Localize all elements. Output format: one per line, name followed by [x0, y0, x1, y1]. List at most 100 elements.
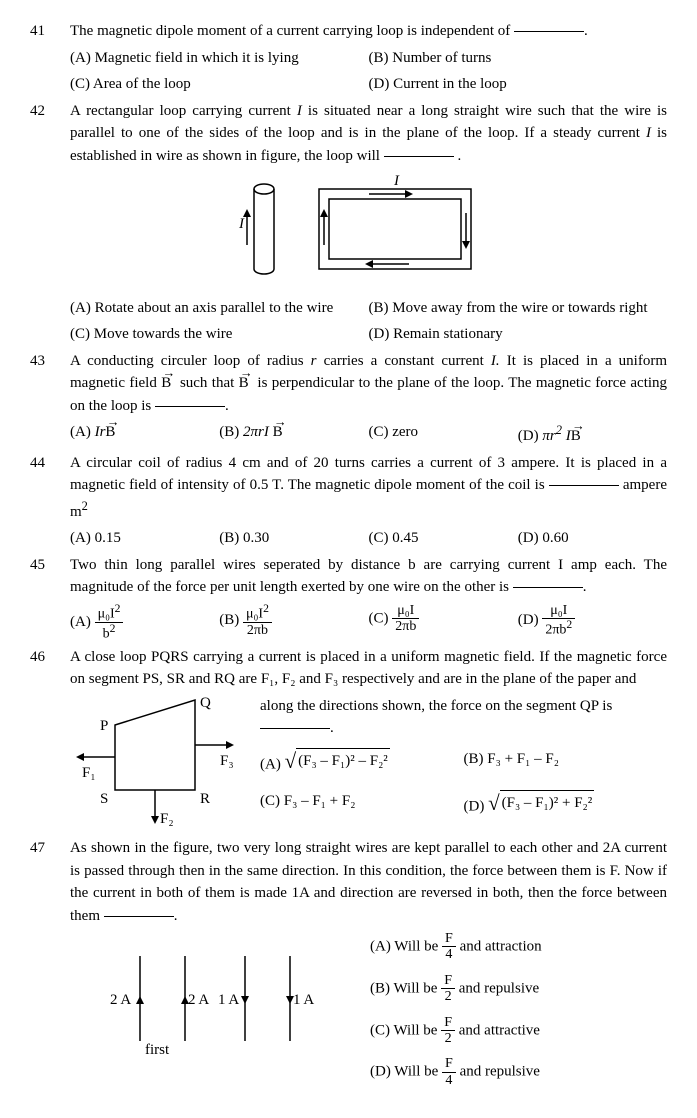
q47-optC: (C) Will be F2 and attractive [370, 1015, 667, 1047]
q44-options: (A) 0.15 (B) 0.30 (C) 0.45 (D) 0.60 [70, 527, 667, 554]
t: and attractive [455, 1022, 540, 1038]
svg-text:1 A: 1 A [293, 992, 314, 1008]
q42-optD: (D) Remain stationary [369, 323, 668, 346]
t: 2πrI [243, 424, 269, 440]
q41-optD: (D) Current in the loop [369, 73, 668, 96]
q47-optB: (B) Will be F2 and repulsive [370, 973, 667, 1005]
q41-optB: (B) Number of turns [369, 47, 668, 70]
l: (C) [260, 793, 284, 809]
q46-right: along the directions shown, the force on… [260, 695, 667, 838]
q43-t2: carries a constant current [317, 353, 491, 369]
l: (B) [219, 612, 243, 628]
svg-text:F₁: F₁ [82, 765, 96, 781]
q43-optD: (D) πr2 IB [518, 421, 667, 448]
d: 2πb [545, 623, 566, 638]
svg-text:first: first [145, 1042, 170, 1058]
q45-num: 45 [30, 554, 70, 599]
n: μ₀I [98, 606, 115, 621]
svg-text:2 A: 2 A [110, 992, 131, 1008]
q46-t2: along the directions shown, the force on… [260, 698, 612, 714]
svg-text:F₃: F₃ [220, 753, 234, 769]
l: (B) Will be [370, 980, 441, 996]
svg-text:I: I [238, 216, 245, 232]
q42-optC: (C) Move towards the wire [70, 323, 369, 346]
q47-svg: 2 A 2 A first 1 A 1 A [70, 931, 350, 1061]
ns: 2 [263, 602, 269, 615]
q47-optA: (A) Will be F4 and attraction [370, 931, 667, 963]
q43-t1: A conducting circuler loop of radius [70, 353, 311, 369]
n: F [442, 931, 456, 947]
blank [514, 31, 584, 32]
q44-sup: 2 [82, 499, 88, 513]
q43: 43 A conducting circuler loop of radius … [30, 350, 667, 418]
q46-figure: P Q R S F₁ F₂ F₃ [70, 695, 260, 838]
q44-optC: (C) 0.45 [369, 527, 518, 550]
q43-t4: such that [176, 375, 239, 391]
l: (C) [369, 610, 393, 626]
n: F [441, 1015, 455, 1031]
q42: 42 A rectangular loop carrying current I… [30, 100, 667, 168]
q43-optA: (A) IrB [70, 421, 219, 448]
q43-text: A conducting circuler loop of radius r c… [70, 350, 667, 418]
l: (C) Will be [370, 1022, 441, 1038]
q46-num: 46 [30, 646, 70, 691]
q44-optD: (D) 0.60 [518, 527, 667, 550]
t: and repulsive [455, 980, 539, 996]
q47-options: (A) Will be F4 and attraction (B) Will b… [370, 931, 667, 1098]
n: F [441, 973, 455, 989]
q47-optD: (D) Will be F4 and repulsive [370, 1056, 667, 1088]
q41-options: (A) Magnetic field in which it is lying … [70, 47, 667, 100]
q46-optD: (D) √(F₃ – F₁)² + F₂² [464, 790, 668, 818]
n: μ₀I [392, 603, 419, 619]
blank [513, 587, 583, 588]
t: F₃ + F₁ – F₂ [487, 751, 559, 767]
q47: 47 As shown in the figure, two very long… [30, 837, 667, 927]
blank [549, 485, 619, 486]
svg-text:F₂: F₂ [160, 811, 174, 827]
q46-optA: (A) √(F₃ – F₁)² – F₂² [260, 748, 464, 776]
l: (A) Will be [370, 938, 442, 954]
q41-num: 41 [30, 20, 70, 43]
blank [384, 156, 454, 157]
q45-options: (A) μ₀I2b2 (B) μ₀I22πb (C) μ₀I2πb (D) μ₀… [70, 603, 667, 646]
n: μ₀I [542, 603, 575, 619]
q45: 45 Two thin long parallel wires seperate… [30, 554, 667, 599]
q43-I: I. [491, 353, 500, 369]
q45-t1: Two thin long parallel wires seperated b… [70, 557, 667, 596]
blank [104, 916, 174, 917]
q44-num: 44 [30, 452, 70, 524]
ns: 2 [115, 602, 121, 615]
svg-text:2 A: 2 A [188, 992, 209, 1008]
lB: (B) [219, 424, 243, 440]
q46-optB: (B) F₃ + F₁ – F₂ [464, 748, 668, 776]
n: F [442, 1056, 456, 1072]
q43-options: (A) IrB (B) 2πrI B (C) zero (D) πr2 IB [70, 421, 667, 452]
q42-figure: I I [30, 173, 667, 291]
t2: I [562, 428, 571, 444]
l: (D) [464, 798, 489, 814]
d: 4 [442, 1073, 456, 1088]
svg-text:S: S [100, 791, 108, 807]
q46-layout: P Q R S F₁ F₂ F₃ along the directions sh… [70, 695, 667, 838]
l: (D) Will be [370, 1064, 442, 1080]
in: (F₃ – F₁)² – F₂² [296, 748, 390, 773]
q42-optA: (A) Rotate about an axis parallel to the… [70, 297, 369, 320]
q42-svg: I I [209, 173, 489, 283]
q42-t1: A rectangular loop carrying current [70, 103, 297, 119]
l: (D) [518, 612, 543, 628]
l: (B) [464, 751, 488, 767]
q47-text: As shown in the figure, two very long st… [70, 837, 667, 927]
q45-optD: (D) μ₀I 2πb2 [518, 603, 667, 642]
l: (A) [70, 613, 95, 629]
q42-optB: (B) Move away from the wire or towards r… [369, 297, 668, 320]
svg-text:I: I [393, 173, 400, 189]
q46-t1: A close loop PQRS carrying a current is … [70, 649, 667, 688]
ds: 2 [110, 622, 116, 635]
ds: 2 [566, 618, 572, 631]
q47-layout: 2 A 2 A first 1 A 1 A (A) Will be F4 and… [70, 931, 667, 1098]
t: Ir [95, 424, 106, 440]
svg-text:1 A: 1 A [218, 992, 239, 1008]
d: 2 [441, 989, 455, 1004]
lD: (D) [518, 428, 543, 444]
l: (A) [260, 756, 285, 772]
